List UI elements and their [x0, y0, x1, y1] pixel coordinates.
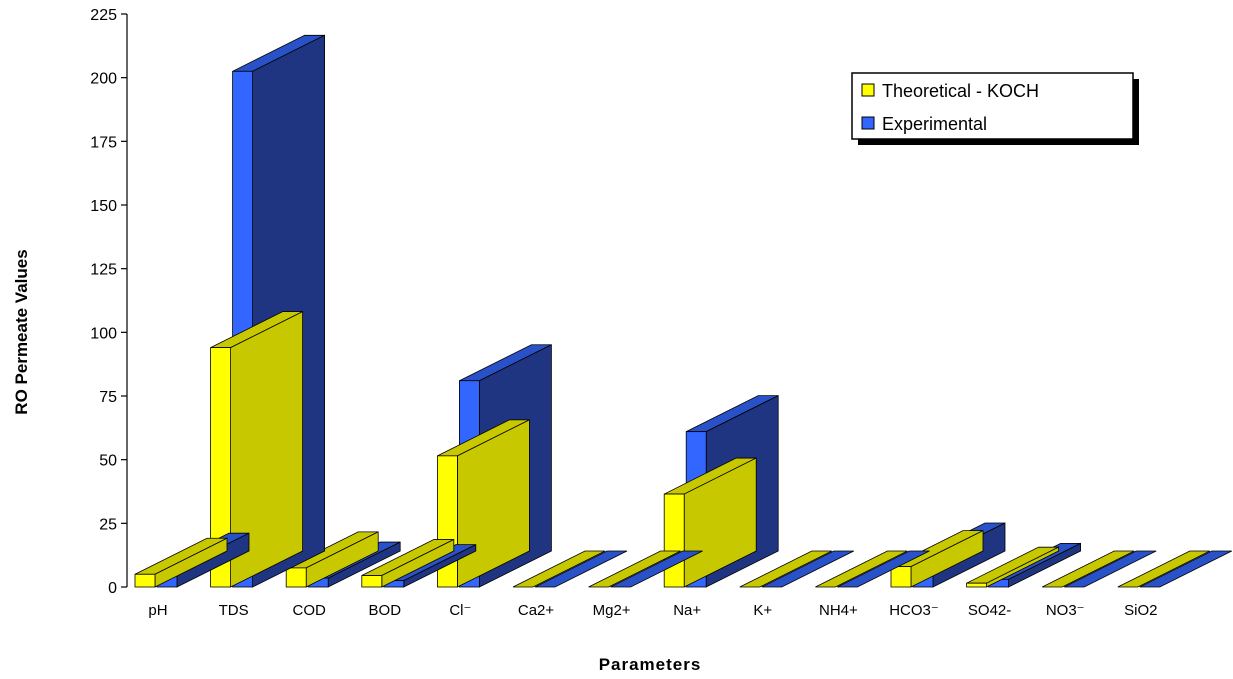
bar-theoretical [663, 457, 757, 588]
bar-experimental-top [837, 550, 930, 588]
y-tick-label: 0 [108, 580, 117, 597]
y-tick-label: 175 [90, 134, 117, 151]
legend-swatch-theoretical [861, 83, 875, 97]
y-tick-label: 150 [90, 198, 117, 215]
y-tick-label: 50 [99, 453, 117, 470]
legend-swatch-experimental [861, 116, 875, 130]
bar-experimental-top [761, 550, 854, 588]
x-tick-labels: pH TDS COD BOD Cl⁻ Ca2+ Mg2+ Na+ K+ NH4+ HCO3⁻ SO42… [148, 602, 1157, 619]
bar-experimental-top [1139, 550, 1232, 588]
legend-label-experimental: Experimental [882, 114, 987, 134]
x-tick-label: Na+ [673, 602, 701, 619]
bar-theoretical [966, 546, 1059, 588]
bar-theoretical-front [210, 347, 232, 588]
bar-theoretical-top [588, 550, 681, 588]
bar-theoretical [1117, 550, 1210, 588]
x-tick-label: BOD [369, 602, 402, 619]
bar-theoretical-front [890, 566, 912, 588]
bar-theoretical [739, 550, 832, 588]
bar-theoretical-front [361, 575, 383, 588]
y-tick-label: 200 [90, 71, 117, 88]
bar-theoretical-top [739, 550, 832, 588]
bar-theoretical [361, 538, 455, 588]
legend-box [851, 72, 1134, 140]
x-tick-label: COD [293, 602, 327, 619]
bar-theoretical-top [1117, 550, 1210, 588]
y-tick-label: 125 [90, 262, 117, 279]
y-tick-label: 75 [99, 389, 117, 406]
bar-theoretical [210, 310, 304, 588]
x-tick-label: SO42- [968, 602, 1011, 619]
bar-theoretical-front [663, 493, 685, 588]
bar-experimental-top [534, 550, 628, 588]
x-axis-title: Parameters [599, 655, 702, 674]
x-tick-label: SiO2 [1124, 602, 1157, 619]
x-tick-label: pH [148, 602, 167, 619]
bar-theoretical [134, 537, 228, 588]
x-tick-label: Mg2+ [593, 602, 631, 619]
legend-label-theoretical: Theoretical - KOCH [882, 81, 1039, 101]
bar-theoretical-front [285, 567, 307, 588]
x-tick-label: TDS [219, 602, 249, 619]
bar-experimental [610, 550, 703, 588]
bar-experimental-top [1064, 550, 1157, 588]
x-tick-label: Ca2+ [518, 602, 555, 619]
y-tick-label: 100 [90, 325, 117, 342]
bar-theoretical-top [1042, 550, 1135, 588]
x-tick-label: NH4+ [819, 602, 858, 619]
y-tick-label: 225 [90, 7, 117, 24]
bar-theoretical-top [815, 550, 908, 588]
x-tick-label: NO3⁻ [1046, 602, 1085, 619]
bar-theoretical [1042, 550, 1135, 588]
y-axis-title: RO Permeate Values [12, 249, 31, 414]
bar-theoretical-top [512, 550, 606, 588]
bar-experimental [534, 550, 628, 588]
y-axis: 0 25 50 75 100 125 150 175 200 225 [90, 7, 128, 597]
bar-theoretical [815, 550, 908, 588]
bar-experimental [1139, 550, 1232, 588]
legend: Theoretical - KOCH Experimental [851, 72, 1139, 145]
bar-theoretical-front [966, 582, 987, 588]
bar-experimental-top [610, 550, 703, 588]
bar-experimental [837, 550, 930, 588]
bar-experimental [1064, 550, 1157, 588]
x-tick-label: K+ [753, 602, 772, 619]
x-tick-label: HCO3⁻ [889, 602, 939, 619]
bar-experimental [761, 550, 854, 588]
bar-theoretical [512, 550, 606, 588]
x-tick-label: Cl⁻ [449, 602, 471, 619]
y-tick-label: 25 [99, 516, 117, 533]
bar-theoretical-front [134, 573, 156, 588]
bars [134, 34, 1232, 588]
bar-theoretical [588, 550, 681, 588]
